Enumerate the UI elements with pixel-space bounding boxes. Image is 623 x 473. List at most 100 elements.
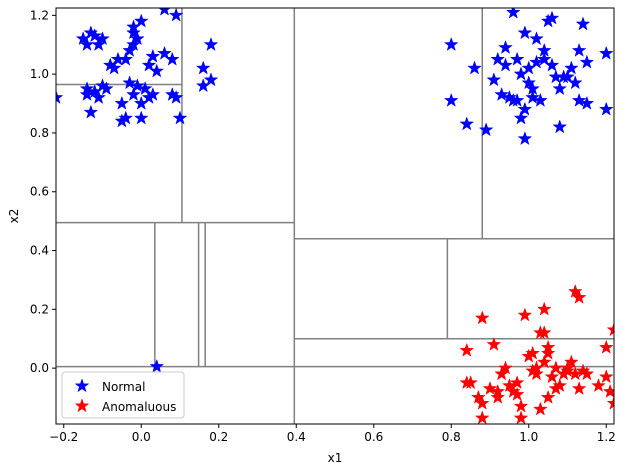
point-anomalous-5 bbox=[474, 395, 490, 410]
point-anomalous-27 bbox=[536, 325, 552, 340]
point-normal-35 bbox=[168, 8, 184, 22]
point-normal-68 bbox=[517, 101, 533, 116]
y-axis-ticks: 0.0 0.2 0.4 0.6 0.8 1.0 1.2 bbox=[30, 8, 56, 375]
point-anomalous-47 bbox=[591, 378, 606, 393]
plot-area bbox=[56, 8, 614, 424]
point-anomalous-50 bbox=[602, 383, 614, 398]
point-normal-81 bbox=[544, 10, 560, 25]
plot-background bbox=[56, 8, 614, 424]
point-anomalous-3 bbox=[470, 389, 486, 404]
point-normal-44 bbox=[149, 63, 165, 78]
point-normal-57 bbox=[494, 86, 510, 102]
point-normal-15 bbox=[126, 86, 141, 102]
point-normal-0 bbox=[56, 89, 64, 104]
x-tick-label: 0.2 bbox=[209, 430, 228, 444]
x-tick-label: 1.0 bbox=[519, 430, 538, 444]
point-normal-76 bbox=[532, 92, 548, 107]
point-anomalous-52 bbox=[606, 322, 614, 337]
point-normal-69 bbox=[517, 131, 533, 146]
plot-frame bbox=[55, 7, 615, 425]
point-normal-32 bbox=[168, 89, 184, 104]
legend-marker-anomalous bbox=[74, 398, 90, 413]
x-tick-label: 0.6 bbox=[364, 430, 383, 444]
point-normal-26 bbox=[133, 13, 149, 28]
y-tick-label: 0.8 bbox=[30, 126, 49, 140]
point-normal-78 bbox=[536, 51, 552, 66]
point-normal-91 bbox=[575, 16, 591, 31]
point-normal-92 bbox=[579, 95, 595, 110]
x-tick-label: 0.4 bbox=[287, 430, 306, 444]
point-normal-95 bbox=[598, 45, 614, 60]
point-normal-41 bbox=[95, 31, 110, 46]
point-normal-47 bbox=[203, 72, 219, 87]
point-anomalous-33 bbox=[544, 369, 560, 384]
point-normal-43 bbox=[126, 19, 141, 34]
point-normal-34 bbox=[158, 8, 171, 16]
point-normal-48 bbox=[203, 36, 219, 52]
point-normal-88 bbox=[567, 75, 583, 90]
point-anomalous-39 bbox=[560, 363, 575, 378]
point-normal-3 bbox=[83, 104, 99, 119]
point-normal-7 bbox=[98, 81, 114, 96]
point-normal-58 bbox=[498, 39, 513, 54]
point-anomalous-40 bbox=[563, 354, 579, 369]
point-normal-71 bbox=[521, 75, 537, 90]
point-anomalous-17 bbox=[513, 398, 529, 413]
legend-star-normal bbox=[74, 378, 90, 393]
point-anomalous-15 bbox=[509, 375, 525, 390]
point-normal-93 bbox=[579, 54, 595, 69]
point-normal-89 bbox=[571, 92, 587, 107]
point-anomalous-4 bbox=[474, 310, 490, 325]
partition-lines bbox=[56, 8, 614, 424]
point-normal-80 bbox=[544, 57, 560, 72]
point-normal-31 bbox=[164, 51, 180, 66]
point-normal-55 bbox=[486, 72, 502, 87]
legend-label-normal: Normal bbox=[102, 380, 145, 394]
point-normal-52 bbox=[459, 116, 475, 131]
point-anomalous-12 bbox=[498, 360, 513, 375]
point-normal-63 bbox=[509, 51, 525, 66]
point-normal-33 bbox=[172, 110, 188, 125]
point-anomalous-24 bbox=[529, 366, 544, 381]
y-tick-label: 1.0 bbox=[30, 67, 49, 81]
point-normal-9 bbox=[106, 60, 122, 75]
x-tick-label: −0.2 bbox=[49, 430, 78, 444]
point-anomalous-32 bbox=[540, 389, 556, 404]
point-normal-87 bbox=[563, 60, 579, 75]
point-anomalous-43 bbox=[571, 289, 587, 304]
point-anomalous-7 bbox=[482, 380, 498, 395]
point-normal-29 bbox=[157, 45, 172, 60]
point-anomalous-29 bbox=[536, 354, 552, 369]
point-normal-27 bbox=[141, 57, 157, 72]
point-anomalous-49 bbox=[598, 339, 614, 354]
point-normal-46 bbox=[195, 60, 211, 75]
point-normal-22 bbox=[118, 51, 134, 66]
point-anomalous-28 bbox=[536, 301, 552, 316]
y-axis-title: x2 bbox=[7, 209, 21, 224]
point-anomalous-2 bbox=[463, 375, 479, 390]
point-anomalous-48 bbox=[598, 369, 614, 384]
point-normal-59 bbox=[498, 57, 513, 72]
point-normal-66 bbox=[513, 110, 529, 125]
y-tick-label: 0.2 bbox=[30, 302, 49, 316]
point-normal-16 bbox=[129, 78, 145, 93]
point-normal-61 bbox=[505, 8, 521, 19]
point-anomalous-6 bbox=[474, 410, 490, 424]
legend-marker-normal bbox=[74, 378, 90, 393]
point-normal-28 bbox=[145, 48, 161, 63]
point-normal-51 bbox=[443, 92, 459, 107]
point-normal-54 bbox=[478, 122, 494, 137]
point-normal-12 bbox=[114, 95, 130, 110]
legend-star-anomalous bbox=[74, 398, 90, 413]
y-tick-label: 0.4 bbox=[30, 244, 49, 258]
data-points bbox=[56, 8, 614, 424]
point-normal-53 bbox=[467, 60, 482, 75]
legend: Normal Anomaluous bbox=[61, 371, 185, 419]
point-anomalous-8 bbox=[486, 336, 502, 351]
point-normal-75 bbox=[529, 31, 544, 46]
legend-box bbox=[61, 371, 185, 419]
point-anomalous-31 bbox=[540, 345, 556, 360]
x-tick-label: 0.8 bbox=[442, 430, 461, 444]
point-normal-14 bbox=[122, 75, 138, 90]
